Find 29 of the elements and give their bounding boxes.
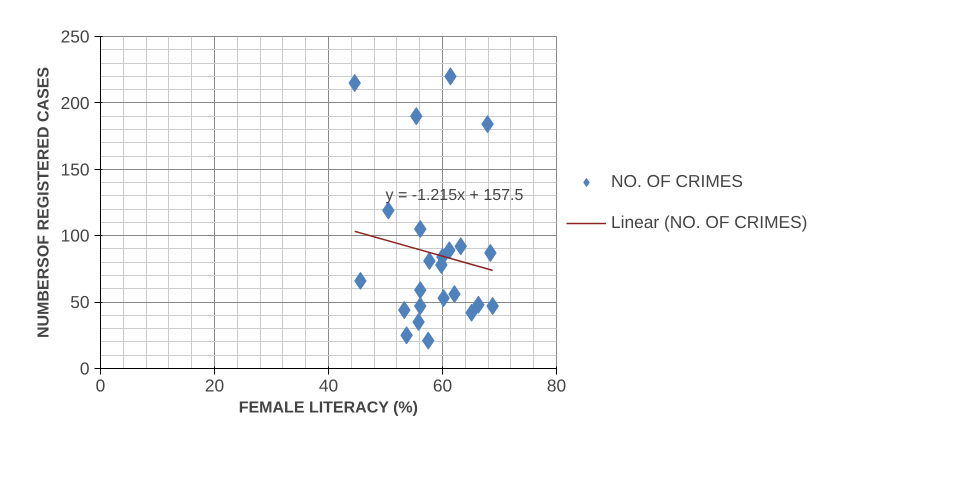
point [443,241,456,260]
y-tick-label: 150 [60,159,90,180]
point [354,272,367,290]
x-tick-label: 80 [546,376,566,396]
x-tick-label: 20 [204,376,224,396]
y-tick-label: 250 [60,26,90,46]
legend-label: Linear (NO. OF CRIMES) [611,212,808,233]
point [437,289,450,308]
point [400,326,413,344]
x-tick-label: 40 [318,376,338,396]
point [465,304,478,322]
point [412,313,425,332]
y-tick-label: 0 [80,358,90,378]
point [423,252,436,270]
y-tick-label: 100 [60,226,90,246]
point [448,285,461,304]
x-axis-title: FEMALE LITERACY (%) [238,400,418,416]
y-tick-label: 200 [60,92,90,113]
y-tick-label: 50 [70,292,90,312]
point [484,244,497,262]
annotation: y = -1.215x + 157.5 [386,186,524,204]
y-axis-title: NUMBERSOF REGISTERED CASES [36,66,53,338]
x-tick-label: 0 [96,376,106,396]
point [472,296,485,314]
point [444,67,457,86]
legend-label: NO. OF CRIMES [611,171,743,192]
point [481,115,494,134]
x-tick-label: 60 [432,376,452,396]
point [486,297,499,316]
